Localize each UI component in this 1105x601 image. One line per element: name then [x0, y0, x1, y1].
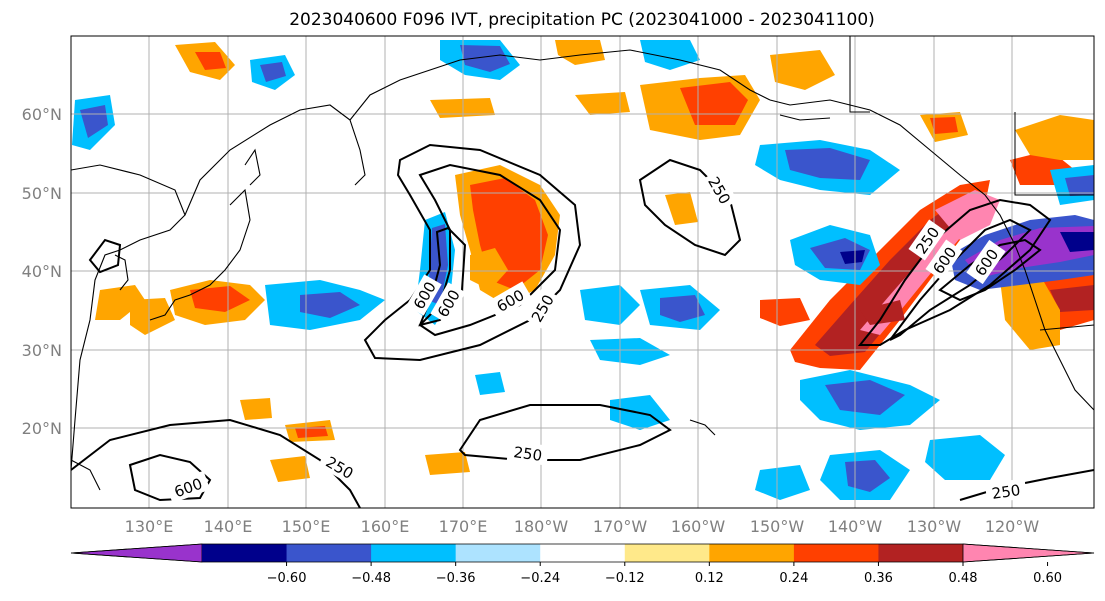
colorbar-tick-label: −0.36	[436, 571, 476, 586]
colorbar-segment	[709, 544, 795, 562]
lat-label: 30°N	[22, 341, 62, 360]
contour-labels: 250 250 250 250 250 250 600 600 600 600	[165, 169, 1028, 504]
figure-title: 2023040600 F096 IVT, precipitation PC (2…	[289, 10, 875, 30]
lon-label: 160°E	[361, 517, 410, 536]
lon-label: 130°E	[125, 517, 174, 536]
colorbar-tick-label: 0.36	[864, 571, 893, 586]
colorbar-tick-label: 0.12	[695, 571, 724, 586]
colorbar-extend-low	[70, 543, 203, 563]
colorbar-tick-label: −0.24	[520, 571, 560, 586]
lon-label: 120°W	[985, 517, 1040, 536]
ivt-contours	[71, 143, 1094, 508]
lon-label: 140°E	[204, 517, 253, 536]
lon-label: 140°W	[828, 517, 883, 536]
contour-label: 250	[991, 481, 1022, 503]
colorbar-segment	[371, 544, 457, 562]
colorbar-segment	[202, 544, 288, 562]
lon-axis: 130°E 140°E 150°E 160°E 170°E 180°W 170°…	[125, 517, 1040, 536]
colorbar-segment	[793, 544, 879, 562]
contour-label: 250	[512, 443, 543, 465]
lon-label: 170°E	[439, 517, 488, 536]
colorbar-tick-label: −0.12	[605, 571, 645, 586]
lat-label: 50°N	[22, 184, 62, 203]
colorbar-tick-label: −0.48	[351, 571, 391, 586]
map-frame	[70, 35, 1095, 509]
lat-label: 60°N	[22, 105, 62, 124]
borders	[849, 36, 1094, 331]
lat-label: 20°N	[22, 419, 62, 438]
lon-label: 180°W	[514, 517, 569, 536]
colorbar-outline	[70, 543, 1095, 563]
colorbar-tick-label: 0.24	[779, 571, 808, 586]
lon-label: 160°W	[671, 517, 726, 536]
colorbar-segment	[455, 544, 541, 562]
lon-label: 150°E	[282, 517, 331, 536]
colorbar-segment	[624, 544, 710, 562]
lon-label: 170°W	[593, 517, 648, 536]
colorbar-tick-label: 0.48	[949, 571, 978, 586]
lon-label: 150°W	[750, 517, 805, 536]
lon-label: 130°W	[907, 517, 962, 536]
colorbar	[70, 543, 1095, 563]
lat-label: 40°N	[22, 262, 62, 281]
map-panel: 250 250 250 250 250 250 600 600 600 600	[70, 35, 1095, 509]
colorbar-segment	[286, 544, 372, 562]
colorbar-tick-label: 0.60	[1033, 571, 1062, 586]
colorbar-extend-high	[962, 543, 1095, 563]
colorbar-tick-label: −0.60	[267, 571, 307, 586]
colorbar-ticks: −0.60 −0.48 −0.36 −0.24 −0.12 0.12 0.24 0.36 0.4…	[267, 562, 1062, 586]
colorbar-segment	[878, 544, 964, 562]
colorbar-segment	[540, 544, 626, 562]
lat-axis: 60°N 50°N 40°N 30°N 20°N	[22, 105, 62, 438]
